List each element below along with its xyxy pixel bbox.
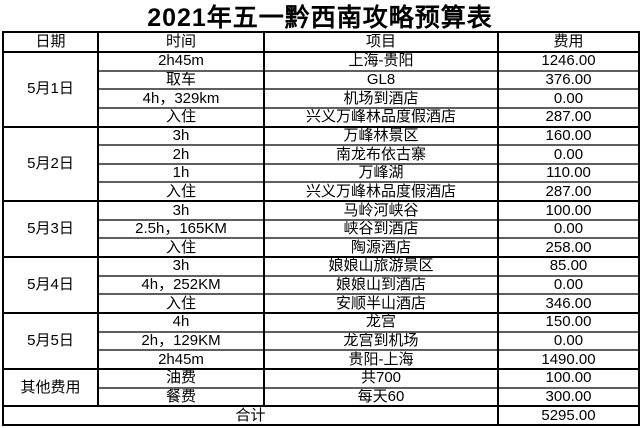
item-cell: 贵阳-上海 [263, 349, 499, 369]
item-cell: 共700 [263, 367, 499, 388]
cost-cell: 160.00 [497, 125, 640, 146]
table-row: 入住 兴义万峰林品度假酒店 287.00 [3, 181, 640, 202]
header-row: 日期 时间 项目 费用 [2, 32, 640, 52]
cost-cell: 100.00 [497, 200, 640, 220]
table-row: 5月4日 3h 娘娘山旅游景区 85.00 [2, 256, 640, 313]
item-cell: GL8 [263, 69, 499, 90]
item-cell: 每天60 [263, 386, 499, 407]
time-cell: 油费 [97, 367, 265, 388]
table-row: 4h，329km 机场到酒店 0.00 [3, 88, 640, 108]
time-cell: 入住 [97, 181, 265, 202]
cost-cell: 346.00 [497, 293, 640, 313]
time-cell: 1h [97, 162, 265, 183]
table-row: 入住 安顺半山酒店 346.00 [3, 293, 640, 313]
total-row: 合计 5295.00 [2, 405, 640, 425]
cost-cell: 100.00 [497, 367, 640, 388]
cost-cell: 0.00 [497, 218, 640, 239]
table-row: 入住 陶源酒店 258.00 [3, 237, 640, 258]
item-cell: 娘娘山到酒店 [263, 274, 499, 295]
table-row: 2h45m 贵阳-上海 1490.00 [3, 349, 640, 369]
table-row: 取车 GL8 376.00 [3, 69, 640, 90]
item-cell: 龙宫到机场 [263, 330, 499, 351]
time-cell: 入住 [97, 106, 265, 127]
cost-cell: 1246.00 [497, 51, 640, 71]
time-cell: 3h [97, 200, 265, 220]
time-cell: 3h [97, 125, 265, 146]
date-cell: 5月3日 [2, 200, 99, 258]
cost-cell: 300.00 [497, 386, 640, 407]
total-label-cell: 合计 [2, 405, 499, 425]
item-cell: 南龙布依古寨 [263, 144, 499, 164]
table-row: 餐费 每天60 300.00 [3, 386, 640, 407]
table-row: 2h，129KM 龙宫到机场 0.00 [3, 330, 640, 351]
col-header-date: 日期 [2, 32, 99, 52]
cost-cell: 0.00 [497, 88, 640, 108]
time-cell: 入住 [97, 293, 265, 313]
time-cell: 4h [97, 311, 265, 332]
time-cell: 2h，129KM [97, 330, 265, 351]
table-row: 5月5日 4h 龙宫 150.00 [2, 311, 640, 369]
item-cell: 龙宫 [263, 311, 499, 332]
item-cell: 机场到酒店 [263, 88, 499, 108]
item-cell: 万峰林景区 [263, 125, 499, 146]
date-cell: 5月2日 [2, 125, 99, 202]
cost-cell: 85.00 [497, 256, 640, 276]
table-row: 2.5h，165KM 峡谷到酒店 0.00 [3, 218, 640, 239]
date-cell: 其他费用 [2, 367, 99, 407]
cost-cell: 287.00 [497, 106, 640, 127]
time-cell: 取车 [97, 69, 265, 90]
item-cell: 兴义万峰林品度假酒店 [263, 106, 499, 127]
item-cell: 安顺半山酒店 [263, 293, 499, 313]
date-cell: 5月4日 [2, 256, 99, 313]
item-cell: 上海-贵阳 [263, 51, 499, 71]
time-cell: 餐费 [97, 386, 265, 407]
cost-cell: 0.00 [497, 274, 640, 295]
cost-cell: 150.00 [497, 311, 640, 332]
time-cell: 2h45m [97, 51, 265, 71]
col-header-item: 项目 [263, 32, 499, 52]
time-cell: 2h [97, 144, 265, 164]
budget-table: 日期 时间 项目 费用 5月1日 2h45m 上海-贵阳 1246.00 取车 GL8 37… [2, 31, 640, 426]
cost-cell: 110.00 [497, 162, 640, 183]
cost-cell: 0.00 [497, 330, 640, 351]
time-cell: 入住 [97, 237, 265, 258]
date-cell: 5月1日 [2, 51, 99, 127]
col-header-cost: 费用 [497, 32, 640, 52]
item-cell: 陶源酒店 [263, 237, 499, 258]
cost-cell: 287.00 [497, 181, 640, 202]
table-row: 5月3日 3h 马岭河峡谷 100.00 [2, 200, 640, 258]
item-cell: 兴义万峰林品度假酒店 [263, 181, 499, 202]
time-cell: 3h [97, 256, 265, 276]
total-value-cell: 5295.00 [497, 405, 640, 425]
date-cell: 5月5日 [2, 311, 99, 369]
table-row: 入住 兴义万峰林品度假酒店 287.00 [3, 106, 640, 127]
cost-cell: 0.00 [497, 144, 640, 164]
item-cell: 娘娘山旅游景区 [263, 256, 499, 276]
table-row: 1h 万峰湖 110.00 [3, 162, 640, 183]
time-cell: 4h，329km [97, 88, 265, 108]
table-row: 其他费用 油费 共700 100.00 [2, 367, 640, 407]
cost-cell: 376.00 [497, 69, 640, 90]
time-cell: 4h，252KM [97, 274, 265, 295]
table-row: 4h，252KM 娘娘山到酒店 0.00 [3, 274, 640, 295]
page-title: 2021年五一黔西南攻略预算表 [147, 3, 493, 32]
table-row: 2h 南龙布依古寨 0.00 [3, 144, 640, 164]
item-cell: 峡谷到酒店 [263, 218, 499, 239]
cost-cell: 258.00 [497, 237, 640, 258]
cost-cell: 1490.00 [497, 349, 640, 369]
table-row: 5月2日 3h 万峰林景区 160.00 [2, 125, 640, 202]
time-cell: 2.5h，165KM [97, 218, 265, 239]
item-cell: 万峰湖 [263, 162, 499, 183]
col-header-time: 时间 [97, 32, 265, 52]
item-cell: 马岭河峡谷 [263, 200, 499, 220]
table-row: 5月1日 2h45m 上海-贵阳 1246.00 [2, 51, 640, 127]
time-cell: 2h45m [97, 349, 265, 369]
